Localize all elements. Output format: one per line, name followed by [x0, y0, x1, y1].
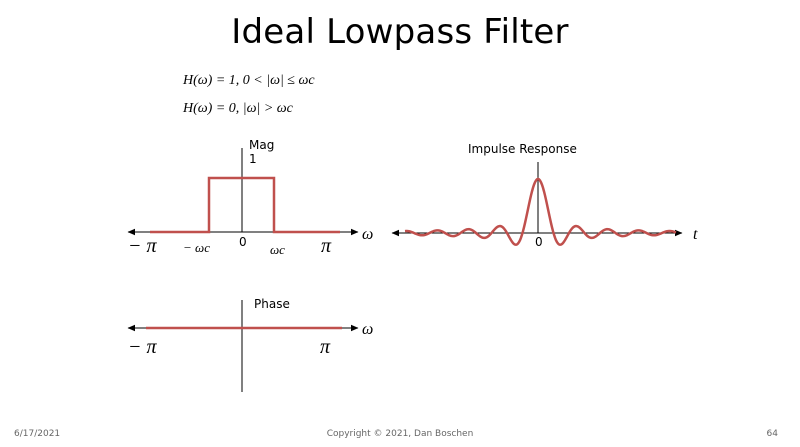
tick-label-omega-c: ωc [270, 242, 285, 257]
magnitude-plot: Mag 1 ω − π − ωc 0 ωc π [127, 138, 373, 257]
footer-page-number: 64 [766, 429, 778, 439]
magnitude-response-curve [150, 176, 340, 234]
impulse-response-curve [404, 177, 677, 247]
phase-plot: Phase ω − π π [127, 297, 373, 392]
impulse-response-plot: Impulse Response t 0 [391, 142, 698, 249]
slide-title: Ideal Lowpass Filter [231, 12, 569, 52]
phase-label: Phase [254, 297, 290, 311]
phase-tick-pi: π [320, 336, 331, 358]
magnitude-omega-axis-label: ω [362, 226, 373, 243]
phase-omega-axis-label: ω [362, 321, 373, 338]
equation-passband: H(ω) = 1, 0 < |ω| ≤ ωc [183, 73, 315, 88]
phase-tick-neg-pi: − π [128, 336, 157, 358]
footer-copyright: Copyright © 2021, Dan Boschen [326, 429, 474, 439]
magnitude-label: Mag [249, 138, 274, 152]
tick-label-pi: π [321, 235, 332, 257]
tick-label-zero: 0 [239, 235, 247, 249]
tick-label-neg-omega-c: − ωc [183, 240, 210, 255]
impulse-tick-zero: 0 [535, 235, 543, 249]
impulse-t-axis-label: t [693, 226, 698, 243]
footer-date: 6/17/2021 [14, 429, 61, 439]
magnitude-level-label: 1 [249, 152, 257, 166]
tick-label-neg-pi: − π [128, 235, 157, 257]
equation-stopband: H(ω) = 0, |ω| > ωc [183, 101, 293, 116]
impulse-response-label: Impulse Response [468, 142, 577, 156]
